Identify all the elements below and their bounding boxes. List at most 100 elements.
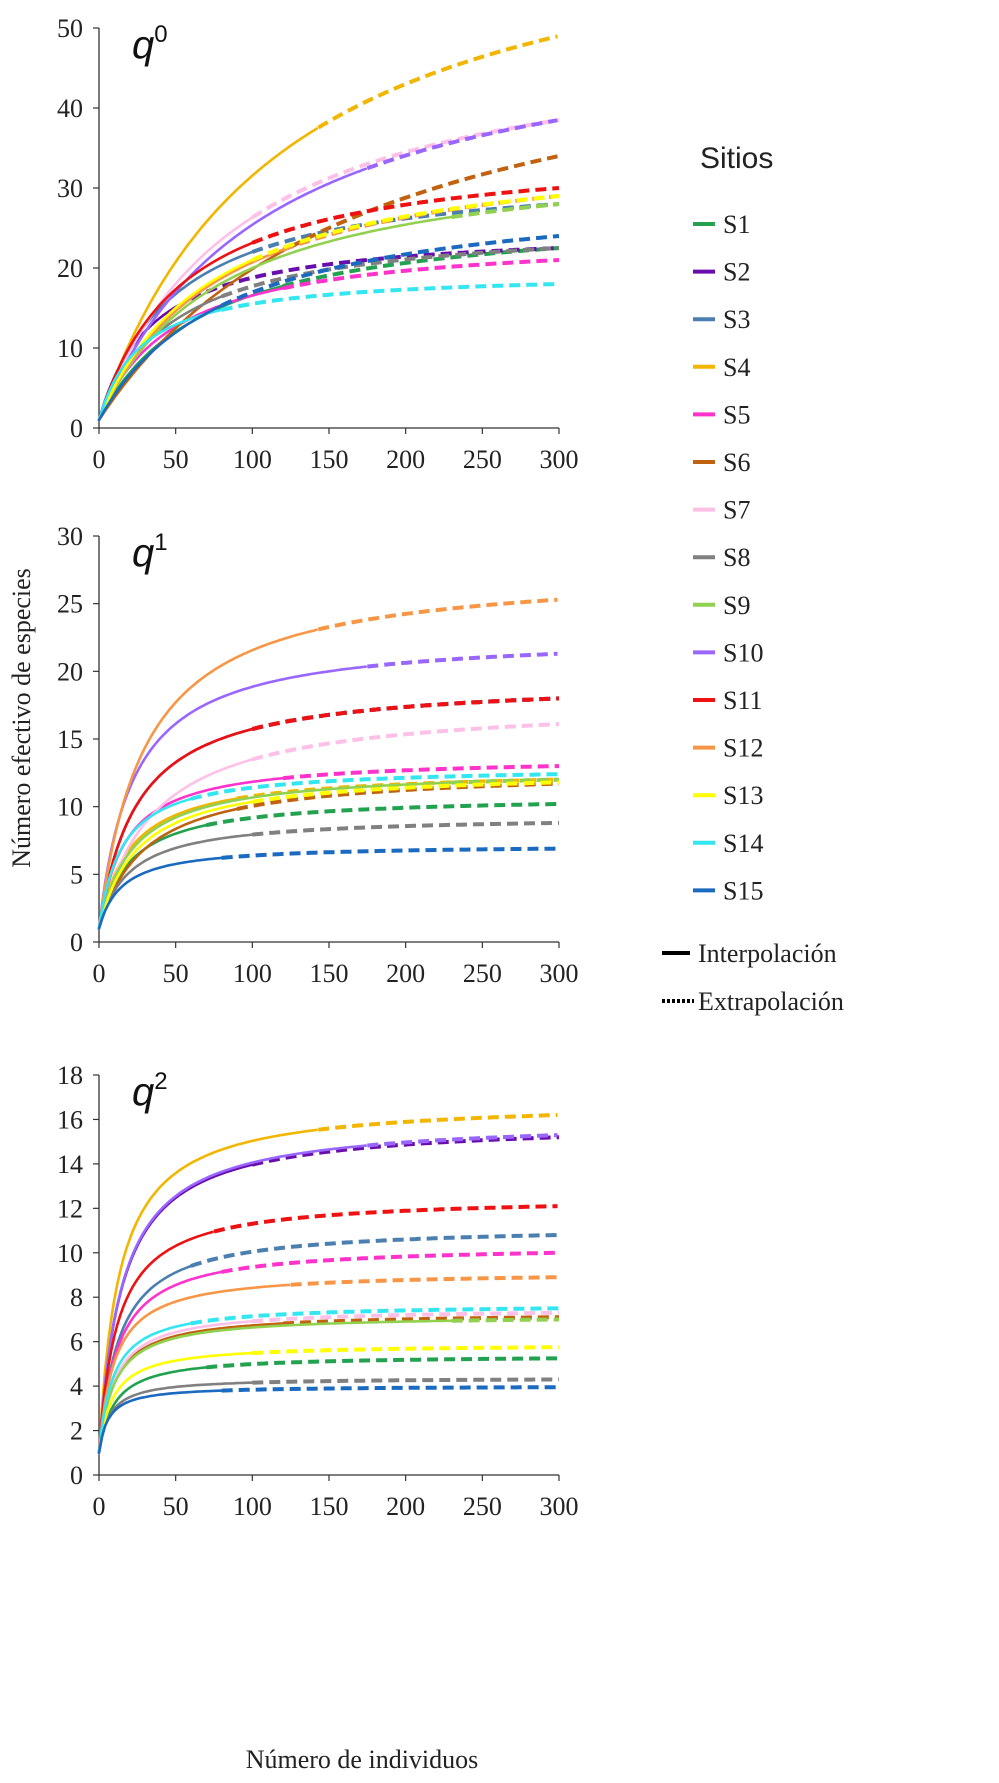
y-tick-label: 0	[70, 414, 83, 443]
x-tick-label: 300	[540, 1492, 579, 1521]
series-s9-interpolation	[97, 1319, 454, 1455]
series-s10-extrapolation	[367, 1133, 558, 1148]
legend-interpolation-label: Interpolación	[698, 939, 837, 968]
x-tick-label: 150	[310, 445, 349, 474]
series-s3-interpolation	[97, 250, 254, 422]
series-s3-extrapolation	[251, 696, 560, 732]
panel-2: 0 2 4 6 8 10 12 14 16 18 0 50 100 150 200 250 300 q2	[57, 1061, 579, 1521]
legend-label: S5	[723, 400, 750, 429]
series-s6-interpolation	[97, 1322, 285, 1455]
panel-0: 0 10 20 30 40 50 0 50 100 150 200 250 300 q0	[57, 14, 579, 474]
legend-label: S14	[723, 829, 763, 858]
legend-item-s13: S13	[693, 781, 763, 810]
series-s12-interpolation	[97, 628, 319, 930]
series-s4-extrapolation	[317, 34, 558, 130]
legend-item-s5: S5	[693, 400, 750, 429]
series-s7-extrapolation	[251, 722, 560, 762]
y-tick-label: 18	[57, 1061, 83, 1090]
series-s11-interpolation	[97, 1230, 214, 1455]
series-s8-extrapolation	[220, 246, 560, 299]
series-s2-extrapolation	[251, 696, 560, 732]
series-s11-extrapolation	[251, 696, 560, 732]
series-s1-interpolation	[97, 1366, 208, 1455]
series-s1-extrapolation	[205, 802, 559, 828]
y-tick-label: 20	[57, 254, 83, 283]
x-tick-label: 200	[386, 1492, 425, 1521]
legend-extrapolation-label: Extrapolación	[698, 987, 844, 1016]
series-s12-interpolation	[97, 1283, 291, 1455]
legend-item-s10: S10	[693, 638, 763, 667]
legend: Sitios S1 S2 S3 S4 S5 S6 S7 S8 S9 S10 S11 S12 S13 S14…	[662, 142, 844, 1016]
series-s3-extrapolation	[190, 1233, 560, 1268]
y-tick-label: 15	[57, 725, 83, 754]
legend-item-s4: S4	[693, 353, 750, 382]
y-axis-title: Número efectivo de especies	[7, 568, 36, 868]
legend-label: S2	[723, 258, 750, 287]
y-tick-label: 30	[57, 522, 83, 551]
series-s14-interpolation	[97, 797, 193, 930]
series-s2-extrapolation	[251, 1135, 560, 1167]
series-s15-extrapolation	[221, 1385, 559, 1393]
series-s3-interpolation	[97, 1264, 193, 1455]
series-s5-extrapolation	[282, 258, 560, 291]
legend-label: S11	[723, 686, 763, 715]
y-tick-label: 14	[57, 1150, 83, 1179]
series-s8-interpolation	[97, 833, 254, 930]
series-s9-extrapolation	[451, 202, 560, 219]
series-s13-interpolation	[97, 258, 254, 422]
series-s13-extrapolation	[251, 780, 560, 804]
series-s15-interpolation	[97, 856, 223, 930]
series-s15-interpolation	[97, 304, 223, 422]
legend-item-s15: S15	[693, 876, 763, 905]
legend-item-s14: S14	[693, 829, 763, 858]
legend-title: Sitios	[700, 142, 773, 175]
y-tick-label: 16	[57, 1105, 83, 1134]
series-s11-extrapolation	[251, 186, 560, 245]
series-s7-extrapolation	[252, 1310, 559, 1324]
series-s7-interpolation	[97, 758, 254, 930]
y-tick-label: 20	[57, 657, 83, 686]
x-tick-label: 300	[540, 445, 579, 474]
series-s6-interpolation	[97, 807, 239, 930]
series-s10-interpolation	[97, 1144, 368, 1455]
series-s9-extrapolation	[451, 777, 560, 785]
panel-label: q1	[132, 529, 168, 575]
legend-label: S4	[723, 353, 750, 382]
series-s11-interpolation	[97, 727, 254, 930]
y-tick-label: 0	[70, 928, 83, 957]
x-tick-label: 100	[233, 959, 272, 988]
series-s6-extrapolation	[289, 154, 558, 249]
series-s1-extrapolation	[206, 1356, 560, 1370]
y-tick-label: 0	[70, 1461, 83, 1490]
legend-item-s7: S7	[693, 496, 750, 525]
series-s13-extrapolation	[251, 194, 560, 262]
series-s8-extrapolation	[252, 1377, 560, 1385]
y-tick-label: 5	[70, 860, 83, 889]
series-s11-extrapolation	[213, 1204, 558, 1234]
series-s12-extrapolation	[317, 597, 558, 632]
series-s14-interpolation	[97, 1322, 193, 1455]
legend-item-s2: S2	[693, 258, 750, 287]
legend-item-s11: S11	[693, 686, 763, 715]
legend-item-s3: S3	[693, 305, 750, 334]
legend-label: S3	[723, 305, 750, 334]
series-s6-extrapolation	[236, 781, 559, 811]
series-s7-interpolation	[97, 216, 254, 422]
x-tick-label: 0	[93, 1492, 106, 1521]
legend-item-s1: S1	[693, 210, 750, 239]
legend-label: S6	[723, 448, 750, 477]
x-tick-label: 200	[386, 959, 425, 988]
series-s13-extrapolation	[252, 1345, 559, 1355]
legend-label: S15	[723, 876, 763, 905]
series-s9-interpolation	[97, 781, 454, 930]
x-tick-label: 50	[163, 1492, 189, 1521]
x-tick-label: 200	[386, 445, 425, 474]
legend-label: S13	[723, 781, 763, 810]
y-tick-label: 6	[70, 1328, 83, 1357]
series-s10-interpolation	[97, 167, 368, 422]
series-s15-extrapolation	[221, 846, 559, 860]
series-s4-interpolation	[97, 1128, 319, 1455]
y-tick-label: 40	[57, 94, 83, 123]
